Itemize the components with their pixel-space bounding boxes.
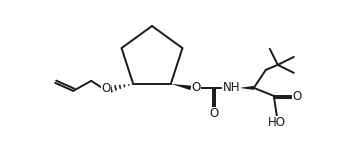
Polygon shape — [239, 86, 254, 90]
Text: O: O — [292, 90, 301, 103]
Text: O: O — [191, 81, 200, 94]
Text: O: O — [102, 82, 111, 95]
Polygon shape — [171, 84, 191, 90]
Text: NH: NH — [223, 81, 241, 94]
Text: O: O — [209, 107, 219, 120]
Text: HO: HO — [268, 116, 286, 129]
